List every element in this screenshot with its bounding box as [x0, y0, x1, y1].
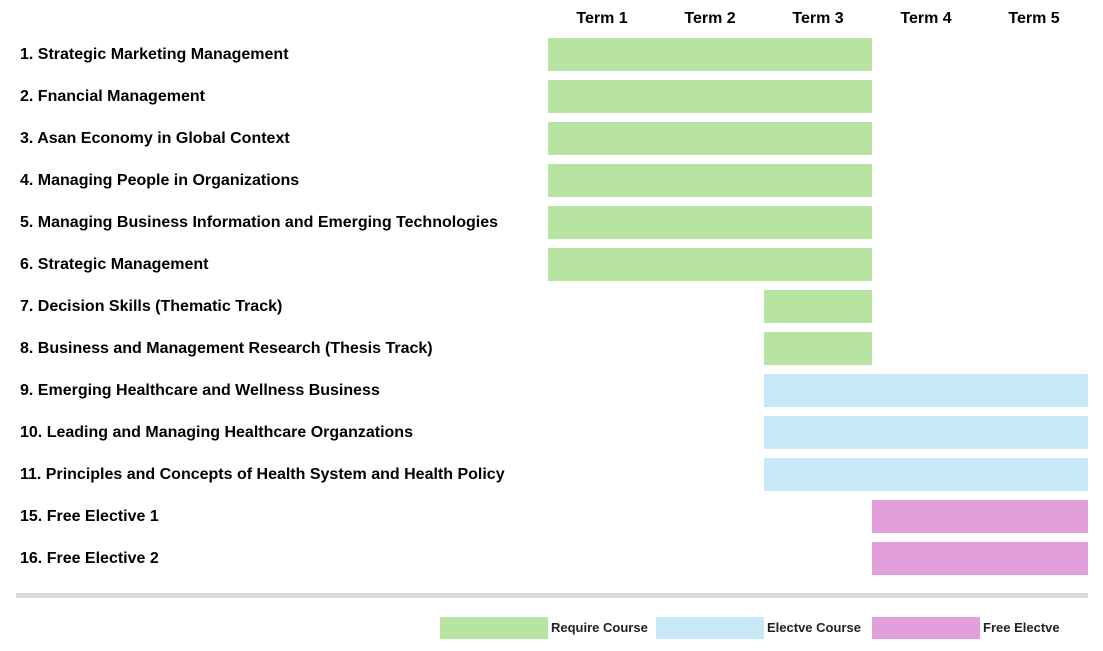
course-label: 4. Managing People in Organizations	[20, 172, 300, 189]
course-bar-elective	[764, 458, 1088, 491]
course-bar-required	[548, 248, 872, 281]
course-label: 2. Fnancial Management	[20, 88, 205, 105]
term-header-3: Term 3	[792, 10, 844, 27]
course-bar-required	[548, 80, 872, 113]
course-bar-required	[548, 38, 872, 71]
course-bar-elective	[764, 374, 1088, 407]
course-bar-free	[872, 542, 1088, 575]
legend-swatch-free	[872, 617, 980, 639]
course-label: 5. Managing Business Information and Eme…	[20, 214, 498, 231]
course-label: 8. Business and Management Research (The…	[20, 340, 433, 357]
course-bar-free	[872, 500, 1088, 533]
divider	[16, 593, 1088, 598]
course-label: 6. Strategic Management	[20, 256, 209, 273]
course-label: 3. Asan Economy in Global Context	[20, 130, 290, 147]
legend-swatch-required	[440, 617, 548, 639]
legend-label-required: Require Course	[551, 620, 648, 635]
course-bar-required	[548, 206, 872, 239]
legend-label-free: Free Electve	[983, 620, 1060, 635]
legend-swatch-elective	[656, 617, 764, 639]
course-label: 11. Principles and Concepts of Health Sy…	[20, 466, 505, 483]
term-header-5: Term 5	[1008, 10, 1060, 27]
course-label: 16. Free Elective 2	[20, 550, 159, 567]
term-header-2: Term 2	[684, 10, 736, 27]
course-label: 1. Strategic Marketing Management	[20, 46, 289, 63]
course-label: 9. Emerging Healthcare and Wellness Busi…	[20, 382, 380, 399]
course-label: 10. Leading and Managing Healthcare Orga…	[20, 424, 413, 441]
course-bar-required	[764, 290, 872, 323]
course-bar-required	[548, 164, 872, 197]
course-bar-required	[548, 122, 872, 155]
term-header-4: Term 4	[900, 10, 952, 27]
course-bar-required	[764, 332, 872, 365]
legend-label-elective: Electve Course	[767, 620, 861, 635]
term-header-1: Term 1	[576, 10, 628, 27]
course-bar-elective	[764, 416, 1088, 449]
course-label: 15. Free Elective 1	[20, 508, 159, 525]
course-label: 7. Decision Skills (Thematic Track)	[20, 298, 283, 315]
